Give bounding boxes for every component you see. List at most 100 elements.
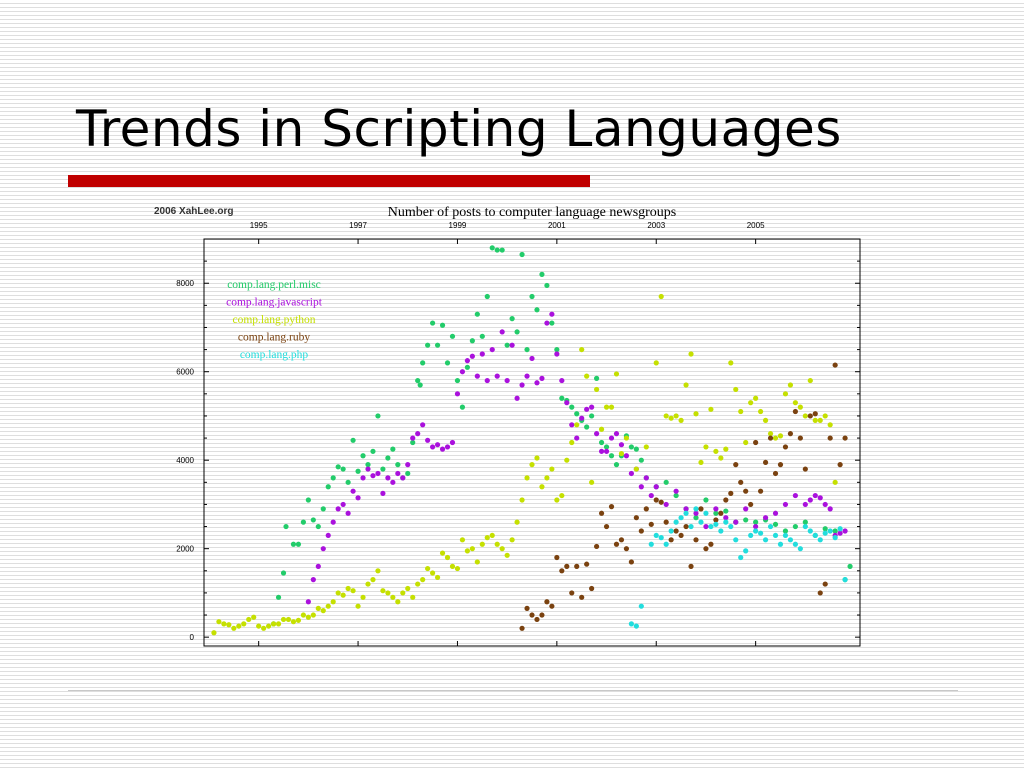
data-point: [792, 523, 798, 530]
data-point: [598, 439, 605, 446]
data-point: [703, 497, 709, 503]
x-tick-label-top: 2003: [647, 221, 665, 230]
data-point: [330, 599, 336, 605]
data-point: [832, 479, 838, 485]
x-tick-label-top: 1999: [449, 221, 467, 230]
data-point: [266, 623, 272, 629]
data-point: [753, 395, 759, 401]
data-point: [345, 479, 351, 485]
data-point: [544, 475, 550, 481]
legend-entry: comp.lang.ruby: [238, 332, 310, 344]
data-point: [479, 541, 485, 547]
data-point: [608, 435, 615, 441]
data-point: [280, 616, 287, 623]
data-point: [236, 623, 242, 629]
data-point: [519, 251, 525, 258]
data-point: [698, 506, 704, 512]
data-point: [613, 462, 620, 468]
data-point: [524, 373, 530, 379]
data-point: [554, 346, 560, 353]
data-point: [474, 311, 480, 317]
data-point: [663, 501, 669, 508]
data-point: [464, 358, 470, 364]
data-point: [375, 413, 381, 419]
data-point: [574, 563, 580, 569]
data-point: [335, 464, 341, 470]
data-point: [310, 577, 316, 583]
data-point: [817, 495, 823, 501]
data-point: [673, 528, 679, 534]
data-point: [603, 523, 610, 530]
data-point: [777, 541, 784, 547]
data-point: [350, 437, 356, 443]
data-point: [594, 386, 600, 393]
data-point: [728, 523, 734, 530]
data-points: [211, 245, 853, 636]
data-point: [335, 590, 341, 596]
axis-ticks: 1995199519971997199919992001200120032003…: [176, 221, 860, 646]
data-point: [285, 616, 292, 623]
data-point: [330, 519, 336, 525]
data-point: [638, 528, 644, 534]
data-point: [683, 523, 689, 530]
data-point: [549, 320, 555, 326]
data-point: [762, 459, 769, 466]
data-point: [738, 554, 744, 561]
data-point: [782, 528, 789, 534]
data-point: [300, 519, 306, 525]
data-point: [469, 546, 475, 552]
data-point: [290, 541, 297, 547]
data-point: [693, 506, 699, 512]
data-point: [584, 373, 590, 379]
data-point: [713, 506, 719, 512]
data-point: [251, 614, 257, 620]
data-point: [564, 400, 570, 406]
data-point: [733, 519, 739, 525]
data-point: [539, 375, 545, 381]
data-point: [430, 444, 436, 450]
data-point: [360, 475, 366, 481]
data-point: [628, 559, 634, 565]
data-point: [564, 457, 570, 463]
data-point: [489, 346, 495, 353]
data-point: [643, 444, 649, 450]
data-point: [211, 630, 217, 636]
data-point: [703, 510, 709, 516]
data-point: [832, 362, 838, 368]
data-point: [713, 448, 719, 454]
data-point: [529, 612, 535, 618]
data-point: [782, 501, 789, 508]
data-point: [827, 422, 833, 428]
data-point: [524, 605, 530, 611]
data-point: [390, 594, 396, 600]
data-point: [360, 594, 366, 600]
data-point: [484, 377, 490, 384]
data-point: [663, 479, 669, 485]
data-point: [673, 492, 679, 499]
data-point: [385, 475, 391, 481]
data-point: [310, 517, 316, 523]
data-point: [743, 548, 749, 554]
data-point: [494, 541, 500, 547]
data-point: [792, 408, 798, 415]
data-point: [564, 563, 570, 569]
data-point: [256, 623, 262, 629]
data-point: [603, 448, 610, 454]
data-point: [584, 406, 590, 412]
data-point: [340, 501, 346, 508]
data-point: [767, 431, 774, 437]
data-point: [658, 293, 664, 300]
data-point: [355, 603, 361, 609]
scatter-chart: 2006 XahLee.org Number of posts to compu…: [150, 196, 890, 652]
data-point: [519, 625, 525, 631]
data-point: [708, 541, 714, 547]
series-comp-lang-python: [211, 293, 838, 636]
data-point: [608, 453, 615, 459]
data-point: [385, 590, 391, 596]
data-point: [420, 577, 426, 583]
data-point: [554, 497, 560, 503]
x-tick-label-top: 1995: [250, 221, 268, 230]
legend-entry: comp.lang.javascript: [226, 297, 323, 309]
data-point: [678, 532, 684, 539]
data-point: [633, 515, 639, 521]
